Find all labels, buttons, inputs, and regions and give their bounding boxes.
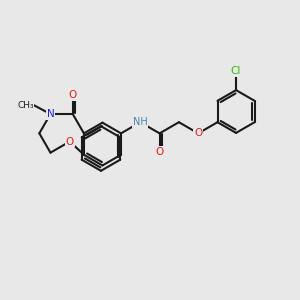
Text: Cl: Cl bbox=[231, 66, 241, 76]
Text: O: O bbox=[155, 147, 164, 157]
Text: O: O bbox=[194, 128, 202, 138]
Text: O: O bbox=[69, 90, 77, 100]
Text: N: N bbox=[46, 109, 54, 119]
Text: NH: NH bbox=[133, 117, 148, 127]
Text: O: O bbox=[66, 136, 74, 146]
Text: CH₃: CH₃ bbox=[17, 100, 34, 109]
